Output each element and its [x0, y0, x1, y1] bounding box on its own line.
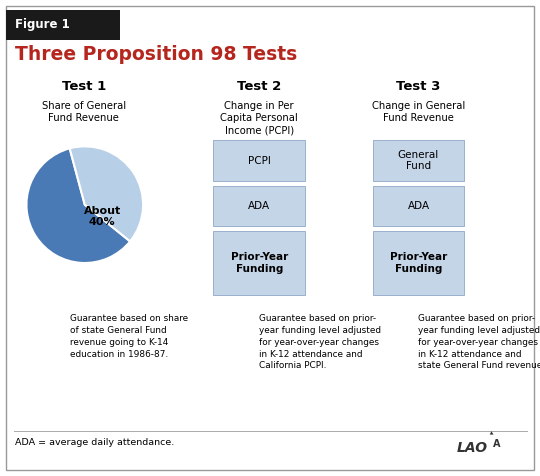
Text: Three Proposition 98 Tests: Three Proposition 98 Tests [15, 45, 298, 64]
Text: ADA = average daily attendance.: ADA = average daily attendance. [15, 438, 174, 447]
Text: Figure 1: Figure 1 [15, 18, 70, 31]
Text: Test 2: Test 2 [237, 80, 281, 93]
Text: About
40%: About 40% [84, 206, 121, 227]
Text: Prior-Year
Funding: Prior-Year Funding [390, 252, 447, 274]
Text: Test 3: Test 3 [396, 80, 441, 93]
Text: Share of General
Fund Revenue: Share of General Fund Revenue [42, 101, 126, 123]
Text: Guarantee based on share
of state General Fund
revenue going to K-14
education i: Guarantee based on share of state Genera… [70, 314, 188, 358]
Text: ADA: ADA [408, 201, 429, 211]
FancyBboxPatch shape [6, 6, 534, 470]
Wedge shape [26, 149, 130, 263]
Text: PCPI: PCPI [248, 156, 271, 166]
Text: Test 1: Test 1 [62, 80, 106, 93]
FancyBboxPatch shape [6, 10, 120, 40]
Text: Change in Per
Capita Personal
Income (PCPI): Change in Per Capita Personal Income (PC… [220, 101, 298, 136]
Text: Change in General
Fund Revenue: Change in General Fund Revenue [372, 101, 465, 123]
FancyBboxPatch shape [213, 140, 305, 181]
FancyBboxPatch shape [213, 186, 305, 226]
Text: LAO: LAO [456, 441, 487, 455]
FancyBboxPatch shape [373, 140, 464, 181]
Wedge shape [70, 146, 143, 241]
Text: Guarantee based on prior-
year funding level adjusted
for year-over-year changes: Guarantee based on prior- year funding l… [259, 314, 381, 370]
FancyBboxPatch shape [213, 231, 305, 295]
Text: General
Fund: General Fund [398, 150, 439, 171]
Polygon shape [490, 431, 494, 435]
FancyBboxPatch shape [373, 186, 464, 226]
Text: ADA: ADA [248, 201, 270, 211]
Text: A: A [492, 439, 500, 449]
Text: Guarantee based on prior-
year funding level adjusted
for year-over-year changes: Guarantee based on prior- year funding l… [418, 314, 540, 370]
Text: Prior-Year
Funding: Prior-Year Funding [231, 252, 288, 274]
FancyBboxPatch shape [373, 231, 464, 295]
